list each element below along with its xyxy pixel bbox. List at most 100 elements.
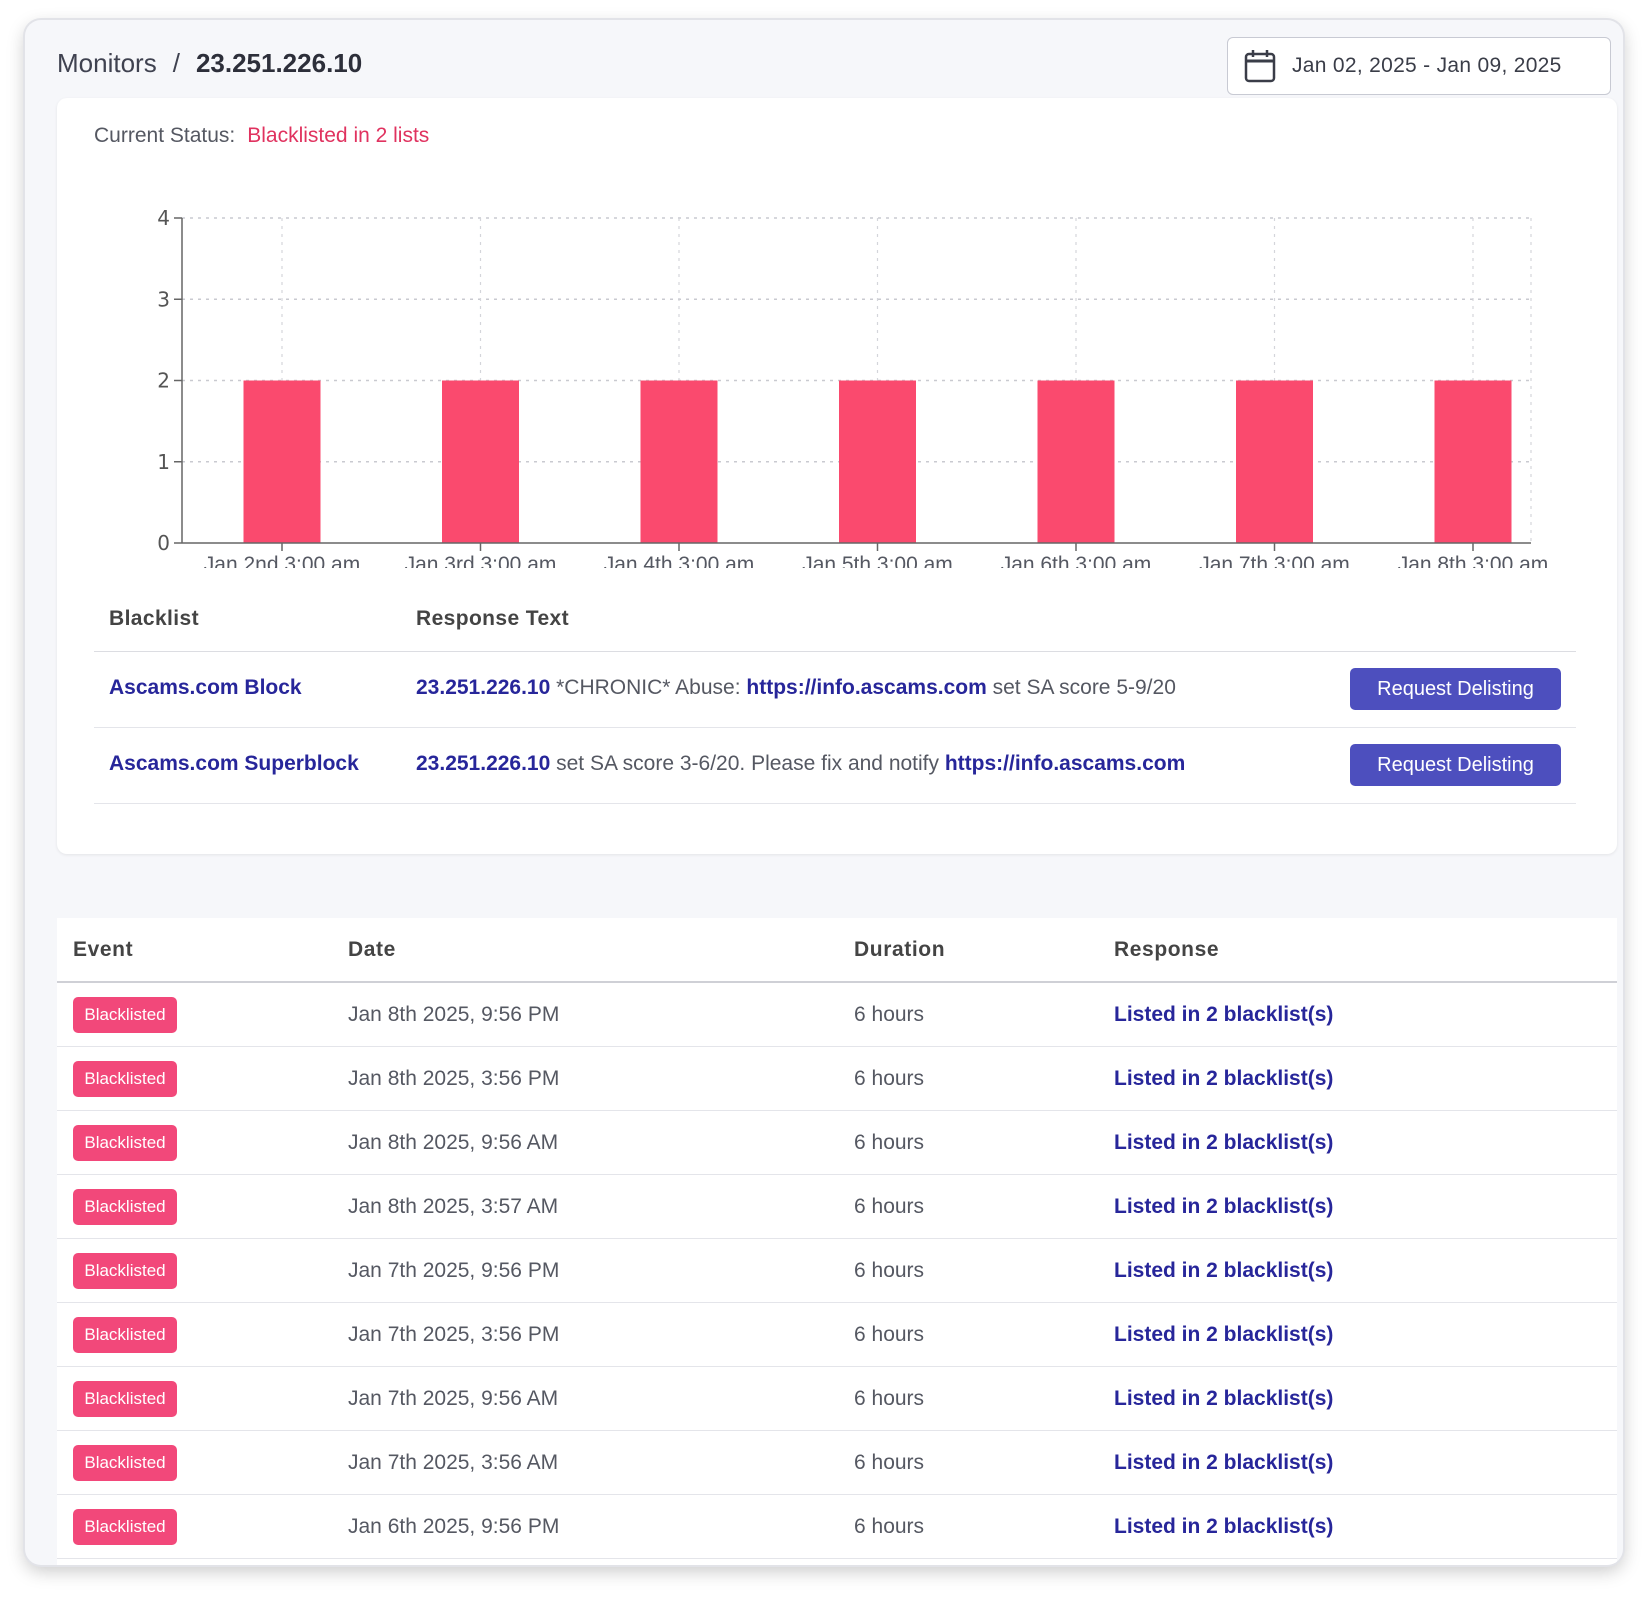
event-date: Jan 7th 2025, 9:56 AM <box>348 1387 559 1410</box>
event-column-header[interactable]: Event <box>73 938 134 961</box>
y-tick-label: 2 <box>157 369 170 393</box>
event-date: Jan 7th 2025, 3:56 PM <box>348 1323 560 1346</box>
response-text: 23.251.226.10 *CHRONIC* Abuse: https://i… <box>416 676 1176 700</box>
event-duration: 6 hours <box>854 1131 925 1154</box>
table-row: Blacklisted Jan 7th 2025, 3:56 AM 6 hour… <box>57 1431 1617 1495</box>
event-date: Jan 8th 2025, 3:57 AM <box>348 1195 559 1218</box>
blacklist-bar-chart: 0 1 2 3 4 Jan 2nd 3:00 am Jan 3rd 3:00 am Jan 4… <box>157 206 1549 568</box>
table-row: Blacklisted Jan 8th 2025, 3:56 PM 6 hour… <box>57 1047 1617 1111</box>
current-status: Current Status: Blacklisted in 2 lists <box>94 124 429 148</box>
event-date: Jan 8th 2025, 9:56 AM <box>348 1131 559 1154</box>
x-tick-label: Jan 2nd 3:00 am <box>204 553 360 568</box>
event-date: Jan 6th 2025, 9:56 PM <box>348 1515 560 1538</box>
y-tick-label: 4 <box>157 206 170 230</box>
x-tick-label: Jan 7th 3:00 am <box>1199 553 1350 568</box>
event-status-badge: Blacklisted <box>73 1061 177 1097</box>
table-row: Blacklisted Jan 6th 2025, 9:56 PM 6 hour… <box>57 1495 1617 1559</box>
chart-bar <box>1236 380 1313 543</box>
response-text-part: *CHRONIC* Abuse: <box>550 676 747 699</box>
x-tick-label: Jan 8th 3:00 am <box>1398 553 1549 568</box>
table-row: Blacklisted Jan 8th 2025, 9:56 AM 6 hour… <box>57 1111 1617 1175</box>
request-delisting-button[interactable]: Request Delisting <box>1350 744 1561 786</box>
event-duration: 6 hours <box>854 1195 925 1218</box>
event-date: Jan 8th 2025, 3:56 PM <box>348 1067 560 1090</box>
response-column-header[interactable]: Response <box>1114 938 1220 961</box>
chart-bar <box>243 380 321 543</box>
breadcrumb-separator: / <box>172 48 180 78</box>
event-response-link[interactable]: Listed in 2 blacklist(s) <box>1114 1195 1334 1218</box>
status-card: Current Status: Blacklisted in 2 lists 0 1… <box>57 98 1617 854</box>
blacklist-name-link[interactable]: Ascams.com Block <box>109 676 302 699</box>
chart-bar <box>1434 380 1512 543</box>
events-table: Event Date Duration Response Blacklisted… <box>57 918 1617 1565</box>
event-status-badge: Blacklisted <box>73 997 177 1033</box>
y-tick-label: 3 <box>157 287 170 311</box>
event-status-badge: Blacklisted <box>73 1445 177 1481</box>
blacklist-column-header: Blacklist <box>109 607 199 630</box>
breadcrumb-monitors-link[interactable]: Monitors <box>57 48 157 78</box>
chart-bar <box>839 380 916 543</box>
event-response-link[interactable]: Listed in 2 blacklist(s) <box>1114 1387 1334 1410</box>
date-range-label: Jan 02, 2025 - Jan 09, 2025 <box>1292 54 1562 77</box>
event-response-link[interactable]: Listed in 2 blacklist(s) <box>1114 1003 1334 1026</box>
event-response-link[interactable]: Listed in 2 blacklist(s) <box>1114 1259 1334 1282</box>
event-response-link[interactable]: Listed in 2 blacklist(s) <box>1114 1515 1334 1538</box>
date-range-picker[interactable]: Jan 02, 2025 - Jan 09, 2025 <box>1227 37 1611 95</box>
response-text-column-header: Response Text <box>416 607 570 630</box>
event-duration: 6 hours <box>854 1067 925 1090</box>
ip-link[interactable]: 23.251.226.10 <box>416 752 551 775</box>
event-response-link[interactable]: Listed in 2 blacklist(s) <box>1114 1131 1334 1154</box>
y-tick-label: 1 <box>157 450 170 474</box>
x-tick-label: Jan 5th 3:00 am <box>802 553 953 568</box>
event-response-link[interactable]: Listed in 2 blacklist(s) <box>1114 1323 1334 1346</box>
calendar-icon <box>1244 50 1276 83</box>
breadcrumb-current: 23.251.226.10 <box>195 48 363 78</box>
table-row: Blacklisted Jan 8th 2025, 3:57 AM 6 hour… <box>57 1175 1617 1239</box>
date-column-header[interactable]: Date <box>348 938 396 961</box>
event-duration: 6 hours <box>854 1451 925 1474</box>
table-row: Blacklisted Jan 8th 2025, 9:56 PM 6 hour… <box>57 983 1617 1047</box>
event-status-badge: Blacklisted <box>73 1125 177 1161</box>
event-date: Jan 7th 2025, 9:56 PM <box>348 1259 560 1282</box>
event-duration: 6 hours <box>854 1515 925 1538</box>
request-delisting-button[interactable]: Request Delisting <box>1350 668 1561 710</box>
blacklist-table: Blacklist Response Text Ascams.com Block… <box>94 593 1576 804</box>
info-url-link[interactable]: https://info.ascams.com <box>746 676 987 699</box>
table-row: Blacklisted Jan 7th 2025, 9:56 AM 6 hour… <box>57 1367 1617 1431</box>
event-response-link[interactable]: Listed in 2 blacklist(s) <box>1114 1451 1334 1474</box>
event-status-badge: Blacklisted <box>73 1509 177 1545</box>
y-tick-label: 0 <box>157 531 170 555</box>
app-window: Monitors / 23.251.226.10 Jan 02, 2025 - … <box>25 20 1623 1565</box>
table-row: Blacklisted Jan 7th 2025, 3:56 PM 6 hour… <box>57 1303 1617 1367</box>
blacklist-row: Ascams.com Superblock 23.251.226.10 set … <box>94 728 1576 804</box>
event-date: Jan 8th 2025, 9:56 PM <box>348 1003 560 1026</box>
current-status-label: Current Status: <box>94 124 236 147</box>
blacklist-name-link[interactable]: Ascams.com Superblock <box>109 752 359 775</box>
x-tick-label: Jan 4th 3:00 am <box>604 553 755 568</box>
response-text-part: set SA score 3-6/20. Please fix and noti… <box>550 752 945 775</box>
x-tick-label: Jan 3rd 3:00 am <box>405 553 557 568</box>
event-duration: 6 hours <box>854 1259 925 1282</box>
event-date: Jan 7th 2025, 3:56 AM <box>348 1451 559 1474</box>
event-duration: 6 hours <box>854 1387 925 1410</box>
chart-bar <box>1037 380 1115 543</box>
chart-bar <box>442 380 519 543</box>
info-url-link[interactable]: https://info.ascams.com <box>944 752 1186 775</box>
event-duration: 6 hours <box>854 1003 925 1026</box>
response-text-part: set SA score 5-9/20 <box>986 676 1176 699</box>
ip-link[interactable]: 23.251.226.10 <box>416 676 551 699</box>
blacklist-row: Ascams.com Block 23.251.226.10 *CHRONIC*… <box>94 652 1576 728</box>
event-status-badge: Blacklisted <box>73 1381 177 1417</box>
event-duration: 6 hours <box>854 1323 925 1346</box>
response-text: 23.251.226.10 set SA score 3-6/20. Pleas… <box>416 752 1185 776</box>
blacklist-table-header: Blacklist Response Text <box>94 593 1576 652</box>
event-status-badge: Blacklisted <box>73 1317 177 1353</box>
chart-bar <box>640 380 718 543</box>
x-tick-label: Jan 6th 3:00 am <box>1001 553 1152 568</box>
table-row: Blacklisted Jan 7th 2025, 9:56 PM 6 hour… <box>57 1239 1617 1303</box>
breadcrumb: Monitors / 23.251.226.10 <box>57 48 362 79</box>
duration-column-header[interactable]: Duration <box>854 938 946 961</box>
event-response-link[interactable]: Listed in 2 blacklist(s) <box>1114 1067 1334 1090</box>
event-status-badge: Blacklisted <box>73 1253 177 1289</box>
events-table-header: Event Date Duration Response <box>57 918 1617 983</box>
